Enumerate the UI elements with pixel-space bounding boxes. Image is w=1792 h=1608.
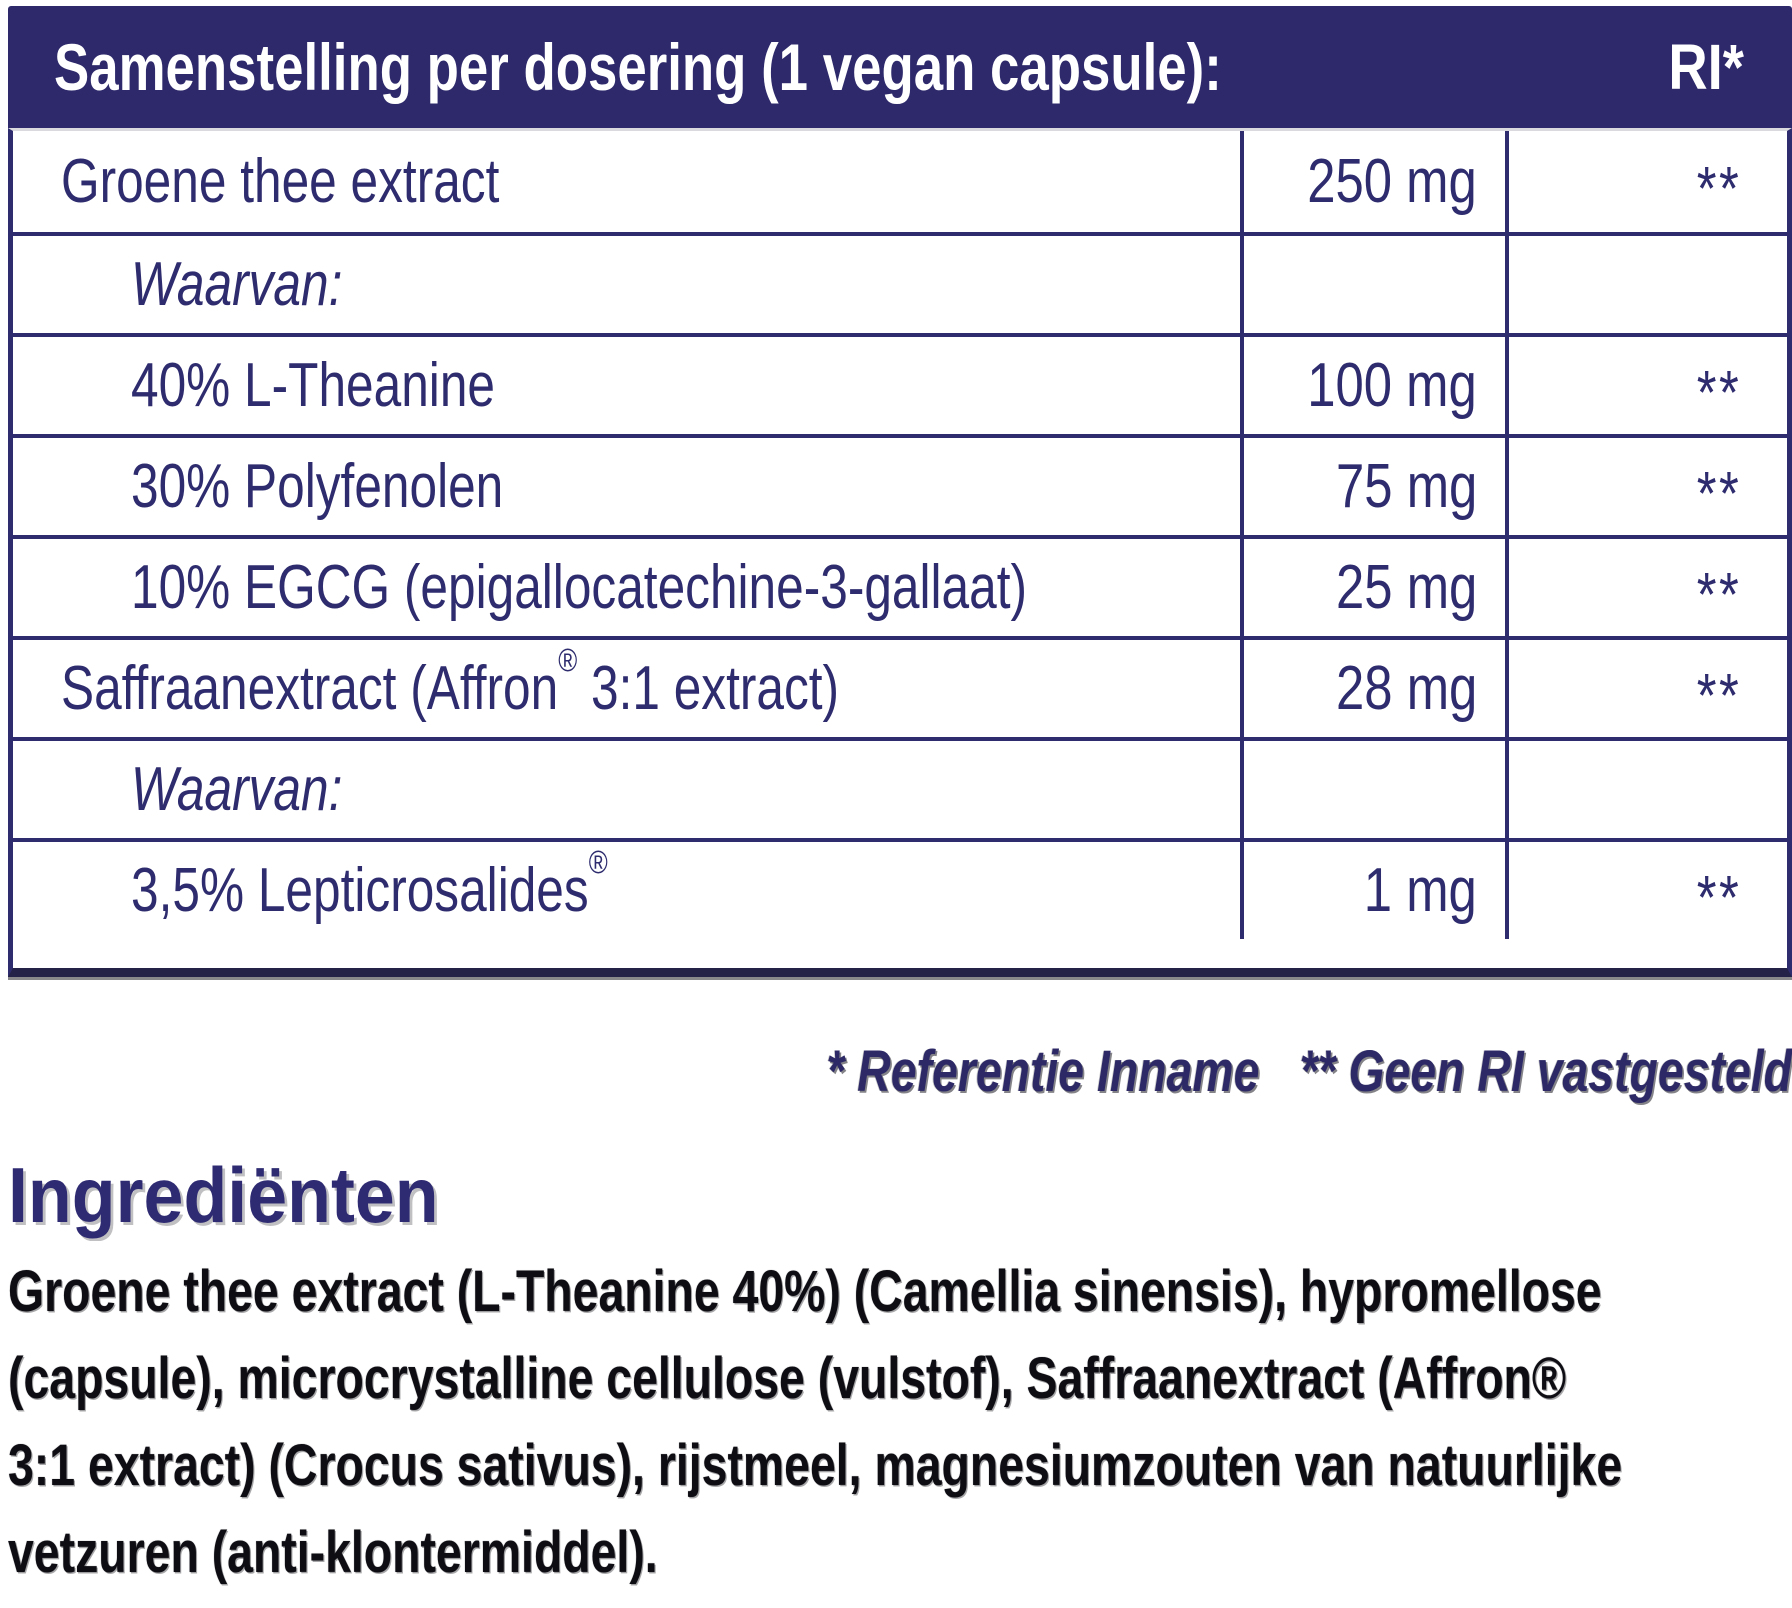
ingredient-label: 40% L-Theanine	[131, 351, 495, 420]
amount-value: 250 mg	[1307, 147, 1477, 216]
table-row-groene-thee: Groene thee extract 250 mg **	[13, 131, 1787, 232]
ingredients-line: Groene thee extract (L-Theanine 40%) (Ca…	[8, 1248, 1792, 1335]
ri-cell	[1505, 236, 1787, 333]
ri-value: **	[1696, 460, 1741, 529]
ri-cell: **	[1505, 539, 1787, 636]
ingredient-cell: 30% Polyfenolen	[13, 438, 1240, 535]
footnotes: * Referentie Inname ** Geen RI vastgeste…	[358, 1026, 1792, 1116]
ri-cell: **	[1505, 842, 1787, 939]
ingredient-label: Saffraanextract (Affron® 3:1 extract)	[61, 643, 840, 724]
ingredient-label: Waarvan:	[131, 250, 343, 319]
table-row-egcg: 10% EGCG (epigallocatechine-3-gallaat) 2…	[13, 535, 1787, 636]
ri-column-header: RI*	[1668, 31, 1744, 103]
ingredients-text: vetzuren (anti-klontermiddel).	[8, 1520, 658, 1585]
ingredient-label: Waarvan:	[131, 755, 343, 824]
ingredients-paragraph: Groene thee extract (L-Theanine 40%) (Ca…	[8, 1248, 1792, 1596]
ingredient-label: 3,5% Lepticrosalides®	[131, 845, 608, 926]
registered-trademark-symbol: ®	[588, 843, 608, 880]
ingredient-cell: Saffraanextract (Affron® 3:1 extract)	[13, 640, 1240, 737]
ingredients-line: vetzuren (anti-klontermiddel).	[8, 1509, 1792, 1596]
amount-value: 75 mg	[1335, 452, 1477, 521]
ingredient-cell: Waarvan:	[13, 236, 1240, 333]
composition-table: Groene thee extract 250 mg ** Waarvan: 4…	[8, 128, 1792, 977]
footnote-reference-intake: * Referentie Inname	[826, 1038, 1260, 1104]
ri-cell: **	[1505, 131, 1787, 232]
footnote-no-ri: ** Geen RI vastgesteld	[1299, 1038, 1792, 1104]
ingredient-label: Groene thee extract	[61, 147, 500, 216]
table-title: Samenstelling per dosering (1 vegan caps…	[54, 30, 1222, 104]
amount-value: 28 mg	[1335, 654, 1477, 723]
ingredient-cell: 3,5% Lepticrosalides®	[13, 842, 1240, 939]
ri-cell	[1505, 741, 1787, 838]
table-row-l-theanine: 40% L-Theanine 100 mg **	[13, 333, 1787, 434]
ri-value: **	[1696, 662, 1741, 731]
registered-trademark-symbol: ®	[558, 641, 578, 678]
label-text: 3:1 extract)	[577, 654, 840, 723]
amount-cell: 28 mg	[1240, 640, 1505, 737]
amount-cell: 250 mg	[1240, 131, 1505, 232]
table-row-waarvan-2: Waarvan:	[13, 737, 1787, 838]
table-row-lepticrosalides: 3,5% Lepticrosalides® 1 mg **	[13, 838, 1787, 939]
ri-value: **	[1696, 155, 1741, 224]
amount-cell: 25 mg	[1240, 539, 1505, 636]
amount-cell: 75 mg	[1240, 438, 1505, 535]
amount-cell: 100 mg	[1240, 337, 1505, 434]
ingredients-text: Groene thee extract (L-Theanine 40%) (Ca…	[8, 1259, 1602, 1324]
amount-cell	[1240, 236, 1505, 333]
table-row-polyfenolen: 30% Polyfenolen 75 mg **	[13, 434, 1787, 535]
ri-cell: **	[1505, 640, 1787, 737]
composition-table-header: Samenstelling per dosering (1 vegan caps…	[8, 6, 1792, 128]
ingredient-cell: 10% EGCG (epigallocatechine-3-gallaat)	[13, 539, 1240, 636]
amount-cell	[1240, 741, 1505, 838]
ingredients-text: (capsule), microcrystalline cellulose (v…	[8, 1346, 1567, 1411]
table-row-saffraanextract: Saffraanextract (Affron® 3:1 extract) 28…	[13, 636, 1787, 737]
amount-value: 100 mg	[1307, 351, 1477, 420]
ingredient-label: 30% Polyfenolen	[131, 452, 504, 521]
ri-value: **	[1696, 359, 1741, 428]
ingredients-line: 3:1 extract) (Crocus sativus), rijstmeel…	[8, 1422, 1792, 1509]
ri-cell: **	[1505, 438, 1787, 535]
ingredient-cell: 40% L-Theanine	[13, 337, 1240, 434]
ingredients-line: (capsule), microcrystalline cellulose (v…	[8, 1335, 1792, 1422]
ingredient-label: 10% EGCG (epigallocatechine-3-gallaat)	[131, 553, 1028, 622]
label-text: Saffraanextract (Affron	[61, 654, 559, 723]
amount-cell: 1 mg	[1240, 842, 1505, 939]
ri-value: **	[1696, 864, 1741, 933]
amount-value: 25 mg	[1335, 553, 1477, 622]
table-row-waarvan-1: Waarvan:	[13, 232, 1787, 333]
ingredients-heading: Ingrediënten	[8, 1151, 439, 1239]
ingredient-cell: Groene thee extract	[13, 131, 1240, 232]
ingredient-cell: Waarvan:	[13, 741, 1240, 838]
ingredients-text: 3:1 extract) (Crocus sativus), rijstmeel…	[8, 1433, 1623, 1498]
ri-value: **	[1696, 561, 1741, 630]
amount-value: 1 mg	[1363, 856, 1477, 925]
label-text: 3,5% Lepticrosalides	[131, 856, 589, 925]
ri-cell: **	[1505, 337, 1787, 434]
